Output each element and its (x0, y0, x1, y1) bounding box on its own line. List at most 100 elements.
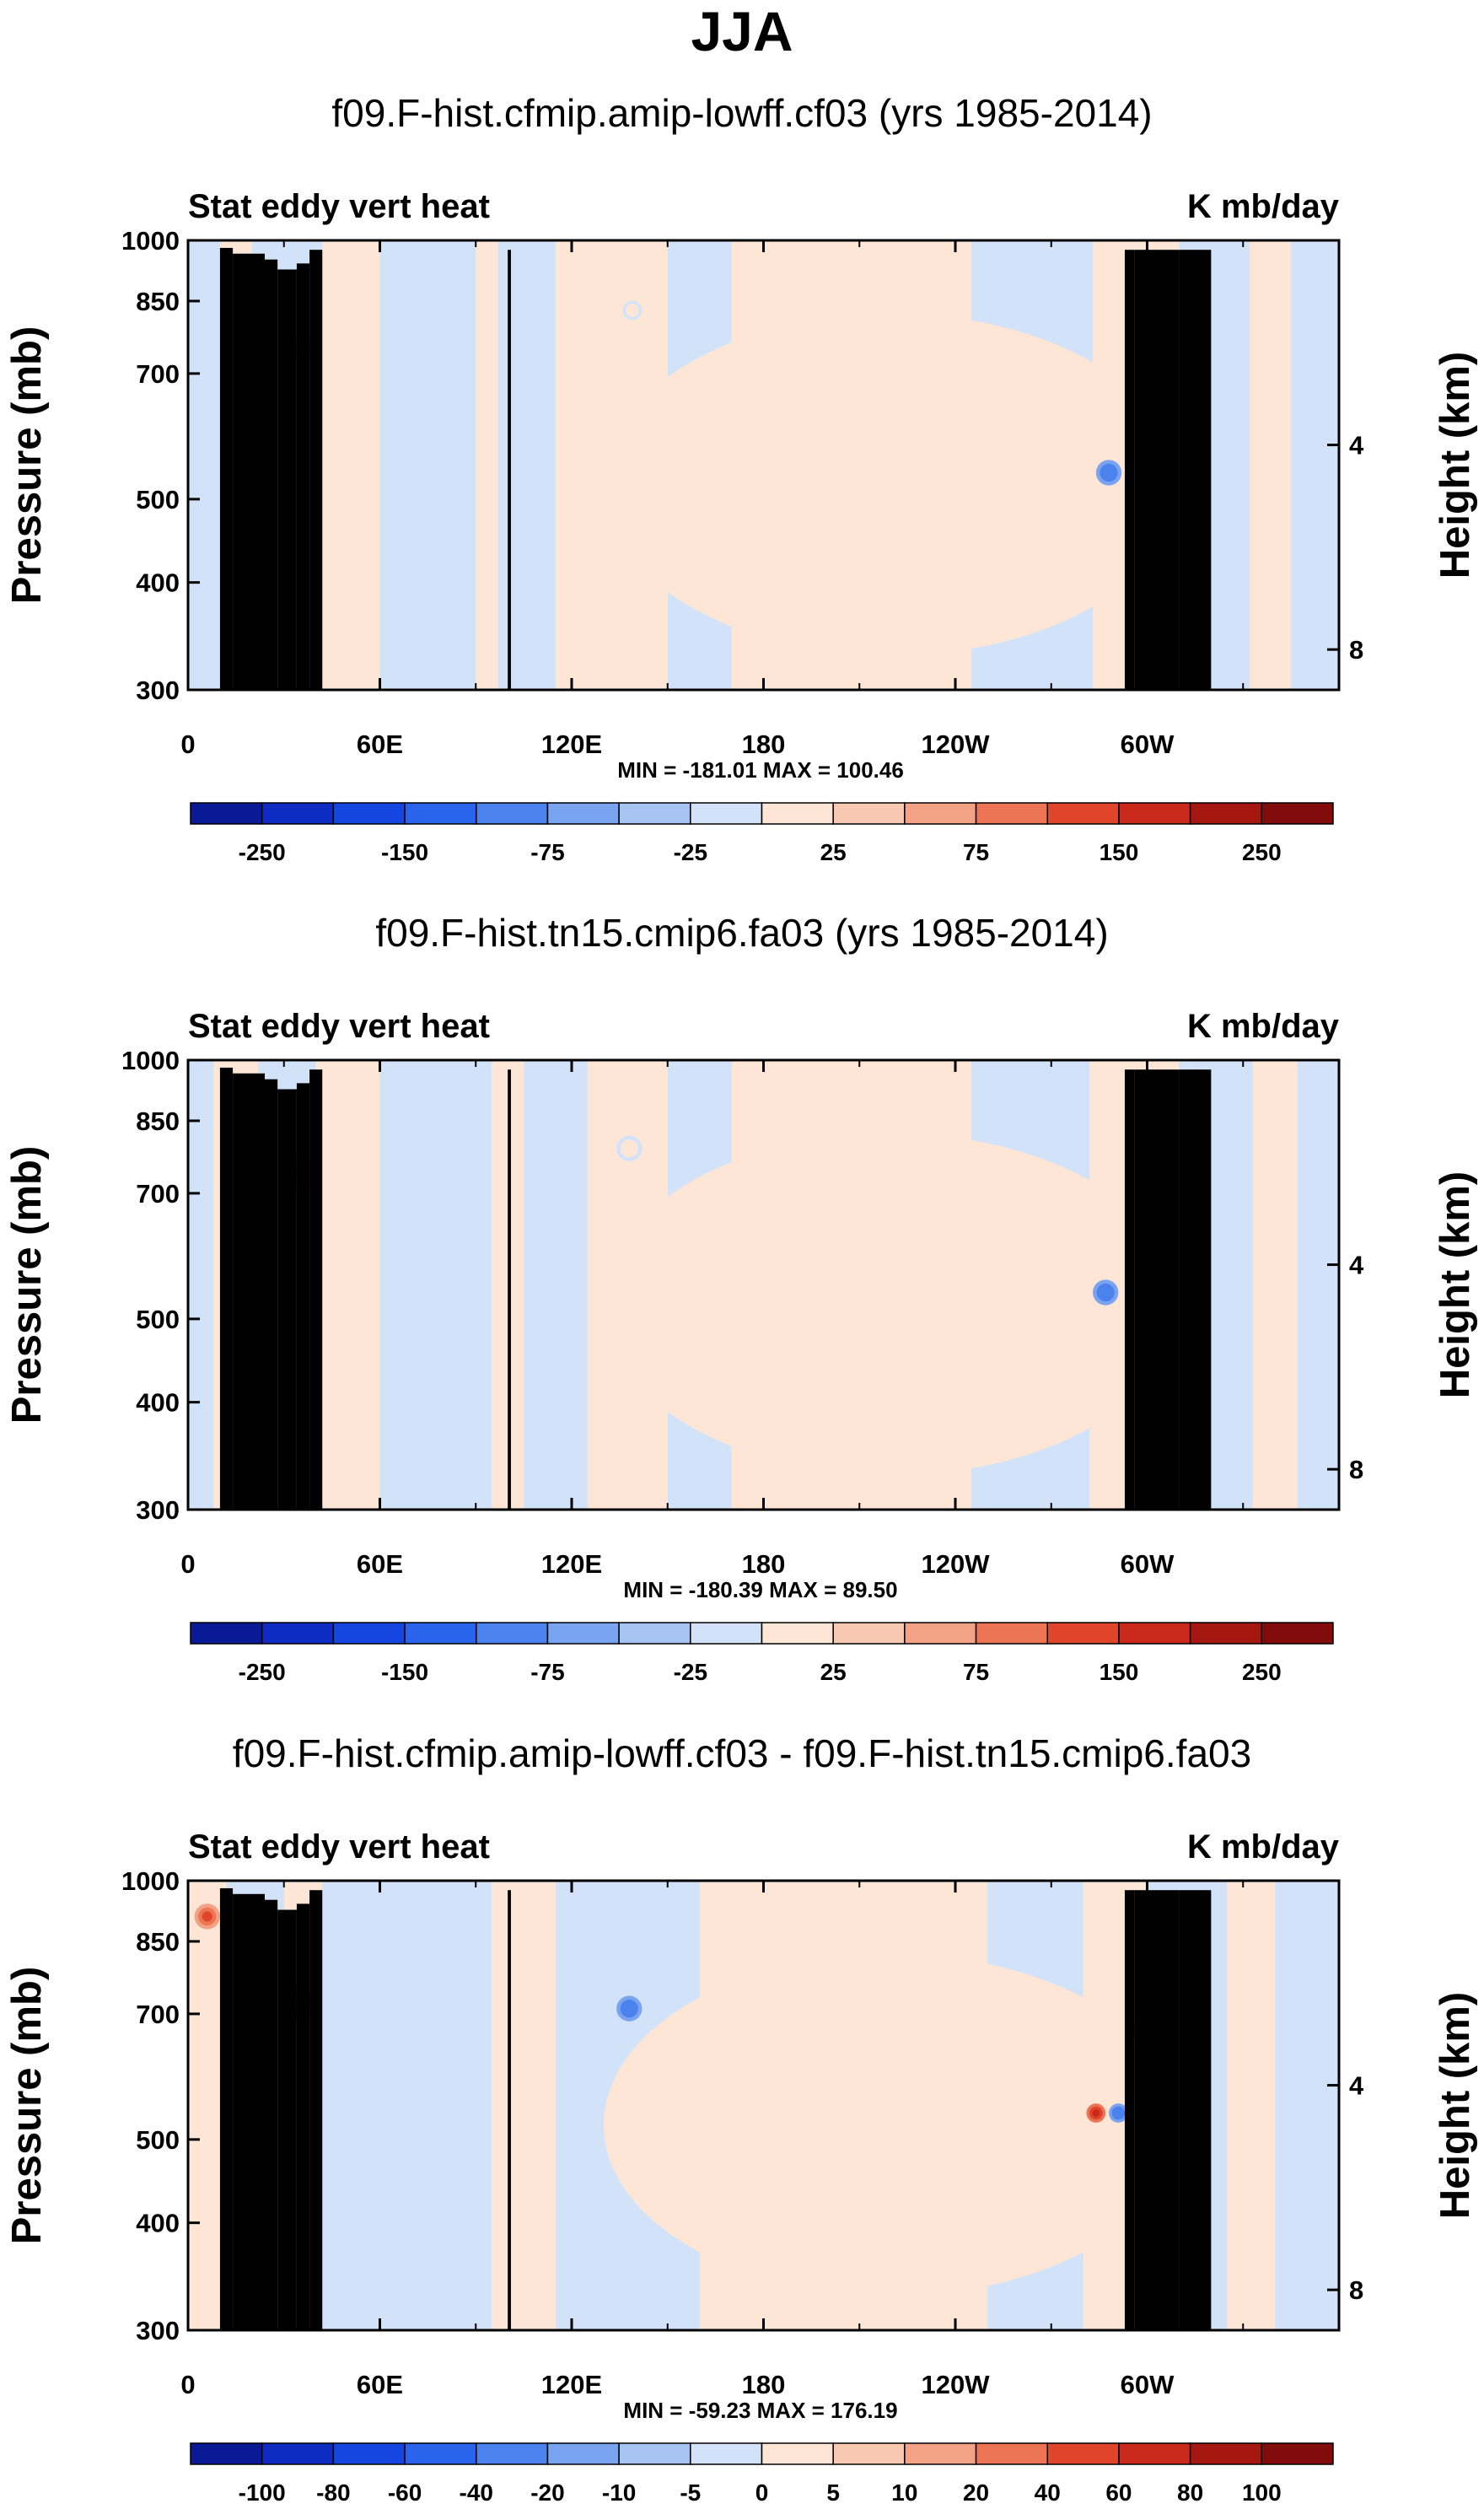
colorbar-box (476, 802, 549, 825)
y-axis-label: Pressure (mb) (4, 1967, 50, 2245)
colorbar-box (761, 2442, 834, 2465)
panel-units-label: K mb/day (1187, 1828, 1340, 1866)
colorbar-box (1046, 2442, 1120, 2465)
y2-tick-label: 4 (1349, 431, 1364, 460)
panel-units-label: K mb/day (1187, 188, 1340, 225)
x-tick-label: 120E (541, 2370, 602, 2399)
field-feature (624, 2003, 635, 2014)
topography-mask (1134, 1890, 1180, 2330)
topography-mask (1124, 1890, 1135, 2330)
topography-mask (1134, 1069, 1180, 1510)
y-tick-label: 400 (136, 2209, 180, 2238)
field-band (603, 1133, 1180, 1476)
colorbar-box (832, 2442, 906, 2465)
topography-mask (296, 1903, 310, 2330)
colorbar-box (404, 802, 477, 825)
y-tick-label: 300 (136, 676, 180, 705)
min-max-label: MIN = -59.23 MAX = 176.19 (623, 2398, 897, 2423)
x-tick-label: 180 (742, 2370, 786, 2399)
topography-mask (309, 1069, 323, 1510)
colorbar-label: -250 (239, 1659, 286, 1685)
colorbar-label: 100 (1242, 2479, 1282, 2506)
colorbar-label: 25 (820, 839, 847, 865)
x-tick-label: 180 (742, 1549, 786, 1579)
field-band (1297, 1060, 1339, 1510)
field-feature (1100, 1287, 1111, 1298)
colorbar: -100 -80 -60 -40 -20 -10 -5 0 5 10 20 40 60 80 100 (190, 2442, 1334, 2506)
x-tick-label: 120W (922, 730, 991, 759)
colorbar-label: -60 (388, 2479, 422, 2506)
field-band (497, 240, 556, 690)
y-tick-label: 850 (136, 1927, 180, 1957)
colorbar-label: -25 (674, 839, 707, 865)
field-band (188, 240, 220, 690)
colorbar-label: 25 (820, 1659, 847, 1685)
topography-mask (1179, 1890, 1212, 2330)
x-tick-label: 60W (1121, 1549, 1175, 1579)
y-axis-label: Pressure (mb) (4, 1146, 50, 1424)
y2-axis-label: Height (km) (1433, 352, 1478, 579)
y2-tick-label: 4 (1349, 1251, 1364, 1280)
colorbar-box (832, 802, 906, 825)
colorbar-label: 5 (826, 2479, 840, 2506)
x-tick-label: 60W (1121, 2370, 1175, 2399)
colorbar-box (1189, 802, 1263, 825)
x-tick-label: 120E (541, 1549, 602, 1579)
topography-mask (1124, 1069, 1135, 1510)
min-max-label: MIN = -180.39 MAX = 89.50 (623, 1577, 897, 1602)
colorbar-label: 20 (963, 2479, 989, 2506)
field-feature (1114, 2108, 1122, 2118)
colorbar-label: -75 (530, 839, 564, 865)
topography-mask (265, 1079, 278, 1510)
contour-field (188, 240, 1339, 690)
panel-title: f09.F-hist.tn15.cmip6.fa03 (yrs 1985-201… (375, 911, 1108, 955)
topography-mask (508, 1069, 511, 1510)
topography-mask (265, 259, 278, 690)
colorbar-box (1189, 1622, 1263, 1645)
x-tick-label: 0 (180, 1549, 195, 1579)
topography-mask (219, 1887, 234, 2330)
colorbar-label: 60 (1105, 2479, 1132, 2506)
colorbar: -250 -150 -75 -25 25 75 150 250 (190, 802, 1334, 865)
colorbar-box (1046, 802, 1120, 825)
y-tick-label: 500 (136, 2125, 180, 2155)
x-tick-label: 120W (922, 1549, 991, 1579)
colorbar-box (1261, 1622, 1334, 1645)
min-max-label: MIN = -181.01 MAX = 100.46 (617, 757, 904, 783)
field-band (379, 240, 476, 690)
field-feature (1092, 2108, 1100, 2118)
colorbar-label: -250 (239, 839, 286, 865)
y2-axis-label: Height (km) (1433, 1171, 1478, 1399)
field-feature (1103, 467, 1115, 478)
colorbar-label: -25 (674, 1659, 707, 1685)
colorbar-label: -150 (381, 1659, 428, 1685)
topography-mask (1124, 250, 1135, 690)
colorbar-box (618, 1622, 691, 1645)
colorbar-box (761, 1622, 834, 1645)
colorbar-box (332, 2442, 406, 2465)
colorbar-box (1261, 2442, 1334, 2465)
colorbar: -250 -150 -75 -25 25 75 150 250 (190, 1622, 1334, 1685)
colorbar-label: 75 (963, 839, 989, 865)
x-tick-label: 0 (180, 730, 195, 759)
chart-panel-2: f09.F-hist.tn15.cmip6.fa03 (yrs 1985-201… (4, 911, 1478, 1685)
y-tick-label: 400 (136, 1388, 180, 1418)
colorbar-label: 75 (963, 1659, 989, 1685)
colorbar-label: 250 (1242, 839, 1282, 865)
colorbar-box (975, 2442, 1048, 2465)
y-tick-label: 300 (136, 2316, 180, 2345)
x-tick-label: 60E (357, 730, 403, 759)
y2-tick-label: 4 (1349, 2071, 1364, 2101)
colorbar-label: -20 (530, 2479, 564, 2506)
field-band (603, 313, 1180, 656)
colorbar-label: 0 (755, 2479, 769, 2506)
y-tick-label: 500 (136, 485, 180, 514)
colorbar-label: 150 (1100, 839, 1139, 865)
y-tick-label: 500 (136, 1305, 180, 1334)
topography-mask (277, 269, 297, 690)
field-band (188, 1060, 214, 1510)
y-tick-label: 300 (136, 1495, 180, 1525)
panel-units-label: K mb/day (1187, 1008, 1340, 1045)
colorbar-box (546, 802, 620, 825)
